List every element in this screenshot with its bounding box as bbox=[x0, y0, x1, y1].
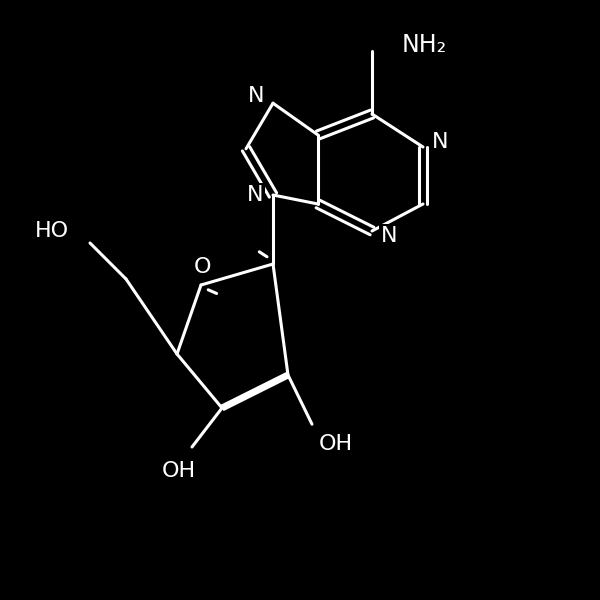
Text: HO: HO bbox=[35, 221, 69, 241]
Text: O: O bbox=[193, 257, 211, 277]
Text: N: N bbox=[247, 185, 263, 205]
Text: N: N bbox=[431, 132, 448, 152]
Text: OH: OH bbox=[162, 461, 196, 481]
Text: NH₂: NH₂ bbox=[402, 33, 447, 57]
Text: OH: OH bbox=[319, 434, 353, 454]
Text: N: N bbox=[380, 226, 397, 246]
Text: N: N bbox=[248, 86, 265, 106]
